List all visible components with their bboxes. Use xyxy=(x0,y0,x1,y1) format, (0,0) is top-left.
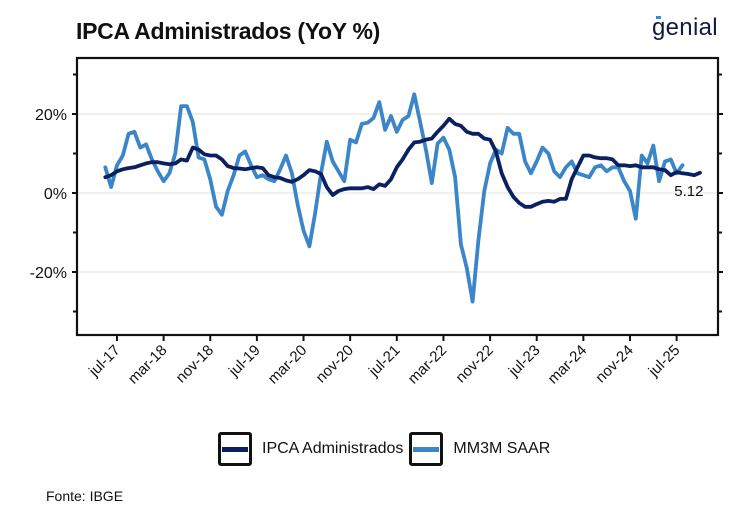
x-tick-label: jul-21 xyxy=(365,342,404,381)
x-tick-label: nov-18 xyxy=(173,342,217,386)
source-note: Fonte: IBGE xyxy=(46,488,124,504)
y-tick-label: 0% xyxy=(44,186,67,203)
legend-swatch-ipca xyxy=(222,446,248,452)
legend-swatch-mm3m xyxy=(413,446,440,452)
plot-frame xyxy=(75,56,720,337)
legend-item-ipca-administrados[interactable]: IPCA Administrados xyxy=(218,432,403,466)
x-tick-label: mar-22 xyxy=(405,342,451,388)
legend: IPCA Administrados MM3M SAAR xyxy=(218,432,556,466)
brand-logo: genial xyxy=(652,14,718,42)
last-value-label: 5.12 xyxy=(674,183,703,200)
x-tick-label: jul-17 xyxy=(85,342,124,381)
grid-lines xyxy=(77,113,718,273)
legend-label-mm3m-saar: MM3M SAAR xyxy=(453,440,551,457)
x-tick-label: nov-20 xyxy=(313,342,357,386)
x-tick-label: mar-18 xyxy=(125,342,171,388)
legend-key-mm3m-saar xyxy=(409,432,444,466)
axes: -20%0%20%jul-17 mar-18 nov-18 jul-19 mar-20 n… xyxy=(30,73,723,388)
y-tick-label: 20% xyxy=(35,107,67,124)
x-tick-label: jul-23 xyxy=(505,342,544,381)
x-tick-label: nov-22 xyxy=(452,342,496,386)
x-tick-label: jul-19 xyxy=(225,342,264,381)
chart-title: IPCA Administrados (YoY %) xyxy=(76,18,381,44)
x-tick-label: nov-24 xyxy=(592,342,636,386)
y-tick-label: -20% xyxy=(30,265,67,282)
series-lines xyxy=(103,92,702,304)
legend-item-mm3m-saar[interactable]: MM3M SAAR xyxy=(409,432,550,466)
logo-text: genial xyxy=(652,14,718,41)
series-line-ipca-administrados xyxy=(103,116,702,209)
x-tick-label: mar-24 xyxy=(545,342,591,388)
series-line-mm3m-saar xyxy=(103,92,685,304)
legend-label-ipca-administrados: IPCA Administrados xyxy=(262,440,404,457)
legend-key-ipca-administrados xyxy=(218,432,252,466)
x-tick-label: jul-25 xyxy=(645,342,684,381)
logo-accent-icon xyxy=(656,16,661,19)
x-tick-label: mar-20 xyxy=(265,342,311,388)
